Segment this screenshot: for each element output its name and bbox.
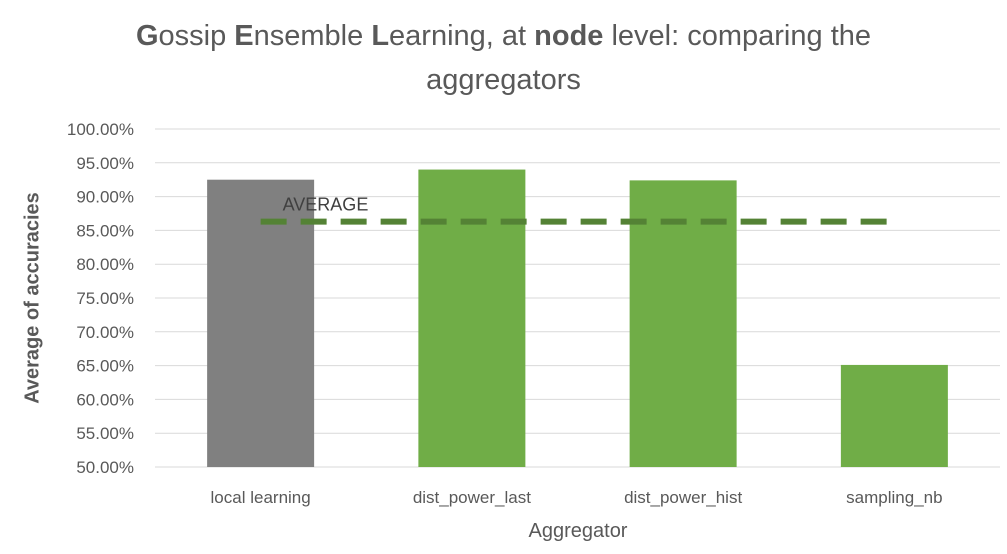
x-tick-label: dist_power_last: [413, 488, 531, 507]
y-tick-label: 90.00%: [76, 188, 134, 207]
average-label: AVERAGE: [283, 195, 369, 215]
chart-title-line-2: aggregators: [426, 64, 581, 96]
x-tick-label: local learning: [211, 488, 311, 507]
chart-title-line-1: Gossip Ensemble Learning, at node level:…: [135, 20, 872, 52]
y-tick-label: 50.00%: [76, 458, 134, 477]
x-tick-label: dist_power_hist: [624, 488, 742, 507]
x-axis-label: Aggregator: [528, 520, 628, 542]
x-tick-label: sampling_nb: [846, 488, 942, 507]
y-tick-label: 70.00%: [76, 323, 134, 342]
y-tick-label: 75.00%: [76, 289, 134, 308]
bar: [418, 169, 526, 467]
bar: [840, 364, 948, 467]
y-tick-label: 60.00%: [76, 390, 134, 409]
y-tick-label: 85.00%: [76, 221, 134, 240]
y-tick-label: 100.00%: [67, 120, 134, 139]
bar: [207, 179, 315, 467]
y-tick-label: 55.00%: [76, 424, 134, 443]
y-tick-label: 80.00%: [76, 255, 134, 274]
y-tick-label: 95.00%: [76, 154, 134, 173]
y-tick-label: 65.00%: [76, 357, 134, 376]
bar: [629, 180, 737, 467]
chart-title: Gossip Ensemble Learning, at node level:…: [0, 14, 1007, 102]
